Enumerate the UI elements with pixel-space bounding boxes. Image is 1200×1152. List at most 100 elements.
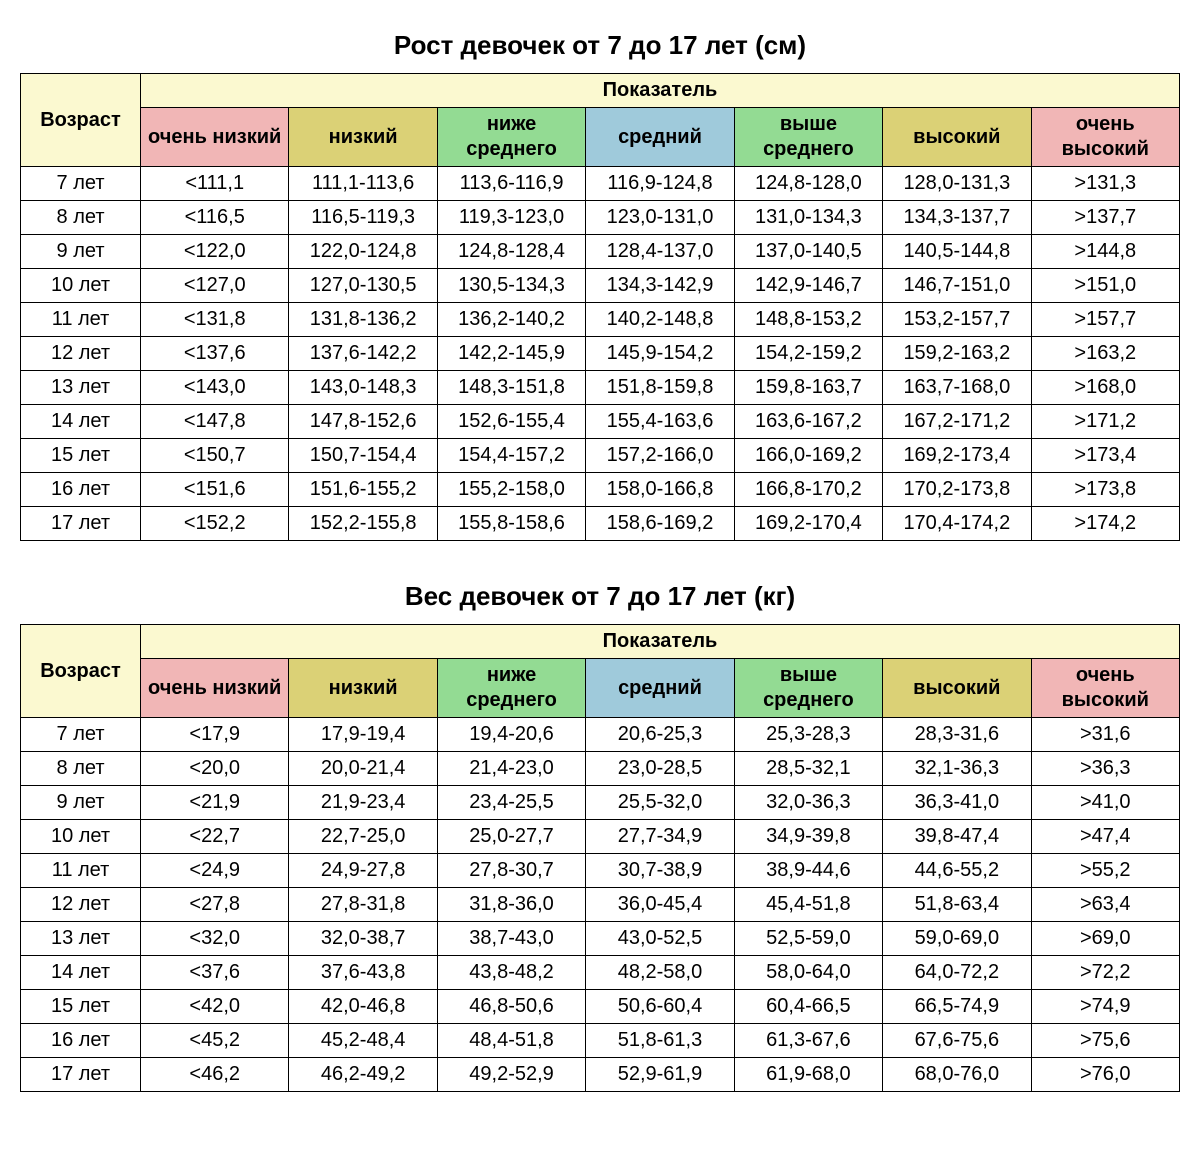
value-cell: 111,1-113,6 [289, 167, 437, 201]
value-cell: 68,0-76,0 [883, 1058, 1031, 1092]
value-cell: 49,2-52,9 [437, 1058, 585, 1092]
age-cell: 11 лет [21, 303, 141, 337]
value-cell: 134,3-137,7 [883, 201, 1031, 235]
value-cell: >72,2 [1031, 956, 1179, 990]
value-cell: 170,2-173,8 [883, 473, 1031, 507]
value-cell: 32,0-36,3 [734, 786, 882, 820]
value-cell: 140,2-148,8 [586, 303, 734, 337]
value-cell: <122,0 [141, 235, 289, 269]
value-cell: 152,6-155,4 [437, 405, 585, 439]
value-cell: 163,7-168,0 [883, 371, 1031, 405]
value-cell: 148,3-151,8 [437, 371, 585, 405]
indicator-header: Показатель [141, 625, 1180, 659]
value-cell: 27,8-30,7 [437, 854, 585, 888]
value-cell: <22,7 [141, 820, 289, 854]
table-row: 17 лет<46,246,2-49,249,2-52,952,9-61,961… [21, 1058, 1180, 1092]
value-cell: 128,0-131,3 [883, 167, 1031, 201]
value-cell: 52,5-59,0 [734, 922, 882, 956]
value-cell: <21,9 [141, 786, 289, 820]
age-cell: 16 лет [21, 1024, 141, 1058]
value-cell: 51,8-63,4 [883, 888, 1031, 922]
table-row: 8 лет<116,5116,5-119,3119,3-123,0123,0-1… [21, 201, 1180, 235]
value-cell: 20,0-21,4 [289, 752, 437, 786]
table-row: 12 лет<137,6137,6-142,2142,2-145,9145,9-… [21, 337, 1180, 371]
value-cell: 134,3-142,9 [586, 269, 734, 303]
band-header: очень высокий [1031, 659, 1179, 718]
value-cell: 25,3-28,3 [734, 718, 882, 752]
value-cell: <116,5 [141, 201, 289, 235]
age-cell: 7 лет [21, 718, 141, 752]
value-cell: 48,2-58,0 [586, 956, 734, 990]
value-cell: <20,0 [141, 752, 289, 786]
age-cell: 17 лет [21, 507, 141, 541]
value-cell: 23,4-25,5 [437, 786, 585, 820]
value-cell: 61,9-68,0 [734, 1058, 882, 1092]
age-cell: 11 лет [21, 854, 141, 888]
value-cell: 146,7-151,0 [883, 269, 1031, 303]
value-cell: 31,8-36,0 [437, 888, 585, 922]
value-cell: >47,4 [1031, 820, 1179, 854]
age-cell: 12 лет [21, 337, 141, 371]
age-header: Возраст [21, 74, 141, 167]
value-cell: 19,4-20,6 [437, 718, 585, 752]
value-cell: 46,8-50,6 [437, 990, 585, 1024]
value-cell: 131,8-136,2 [289, 303, 437, 337]
value-cell: 169,2-170,4 [734, 507, 882, 541]
value-cell: 42,0-46,8 [289, 990, 437, 1024]
value-cell: 123,0-131,0 [586, 201, 734, 235]
indicator-header: Показатель [141, 74, 1180, 108]
value-cell: 17,9-19,4 [289, 718, 437, 752]
value-cell: 59,0-69,0 [883, 922, 1031, 956]
value-cell: 61,3-67,6 [734, 1024, 882, 1058]
band-header: ниже среднего [437, 108, 585, 167]
growth-table: ВозрастПоказательочень низкийнизкийниже … [20, 624, 1180, 1092]
value-cell: 119,3-123,0 [437, 201, 585, 235]
table-row: 16 лет<151,6151,6-155,2155,2-158,0158,0-… [21, 473, 1180, 507]
value-cell: 67,6-75,6 [883, 1024, 1031, 1058]
value-cell: 128,4-137,0 [586, 235, 734, 269]
value-cell: 159,8-163,7 [734, 371, 882, 405]
table-row: 14 лет<37,637,6-43,843,8-48,248,2-58,058… [21, 956, 1180, 990]
value-cell: 25,5-32,0 [586, 786, 734, 820]
value-cell: 158,6-169,2 [586, 507, 734, 541]
value-cell: 166,0-169,2 [734, 439, 882, 473]
age-header: Возраст [21, 625, 141, 718]
value-cell: 21,9-23,4 [289, 786, 437, 820]
value-cell: 27,8-31,8 [289, 888, 437, 922]
value-cell: >76,0 [1031, 1058, 1179, 1092]
value-cell: 45,2-48,4 [289, 1024, 437, 1058]
age-cell: 9 лет [21, 786, 141, 820]
value-cell: >31,6 [1031, 718, 1179, 752]
value-cell: 155,2-158,0 [437, 473, 585, 507]
table-row: 13 лет<32,032,0-38,738,7-43,043,0-52,552… [21, 922, 1180, 956]
value-cell: 48,4-51,8 [437, 1024, 585, 1058]
value-cell: 32,1-36,3 [883, 752, 1031, 786]
value-cell: 122,0-124,8 [289, 235, 437, 269]
value-cell: 36,0-45,4 [586, 888, 734, 922]
value-cell: 124,8-128,4 [437, 235, 585, 269]
table-row: 15 лет<42,042,0-46,846,8-50,650,6-60,460… [21, 990, 1180, 1024]
value-cell: 116,5-119,3 [289, 201, 437, 235]
value-cell: 169,2-173,4 [883, 439, 1031, 473]
table-title: Вес девочек от 7 до 17 лет (кг) [20, 581, 1180, 612]
value-cell: <24,9 [141, 854, 289, 888]
value-cell: <111,1 [141, 167, 289, 201]
age-cell: 10 лет [21, 269, 141, 303]
table-row: 9 лет<122,0122,0-124,8124,8-128,4128,4-1… [21, 235, 1180, 269]
value-cell: 21,4-23,0 [437, 752, 585, 786]
value-cell: >69,0 [1031, 922, 1179, 956]
value-cell: 66,5-74,9 [883, 990, 1031, 1024]
value-cell: <32,0 [141, 922, 289, 956]
value-cell: 154,2-159,2 [734, 337, 882, 371]
table-row: 10 лет<127,0127,0-130,5130,5-134,3134,3-… [21, 269, 1180, 303]
growth-table: ВозрастПоказательочень низкийнизкийниже … [20, 73, 1180, 541]
value-cell: 155,8-158,6 [437, 507, 585, 541]
value-cell: 142,2-145,9 [437, 337, 585, 371]
value-cell: <45,2 [141, 1024, 289, 1058]
value-cell: 136,2-140,2 [437, 303, 585, 337]
value-cell: >168,0 [1031, 371, 1179, 405]
value-cell: 20,6-25,3 [586, 718, 734, 752]
table-row: 17 лет<152,2152,2-155,8155,8-158,6158,6-… [21, 507, 1180, 541]
value-cell: >151,0 [1031, 269, 1179, 303]
table-row: 16 лет<45,245,2-48,448,4-51,851,8-61,361… [21, 1024, 1180, 1058]
